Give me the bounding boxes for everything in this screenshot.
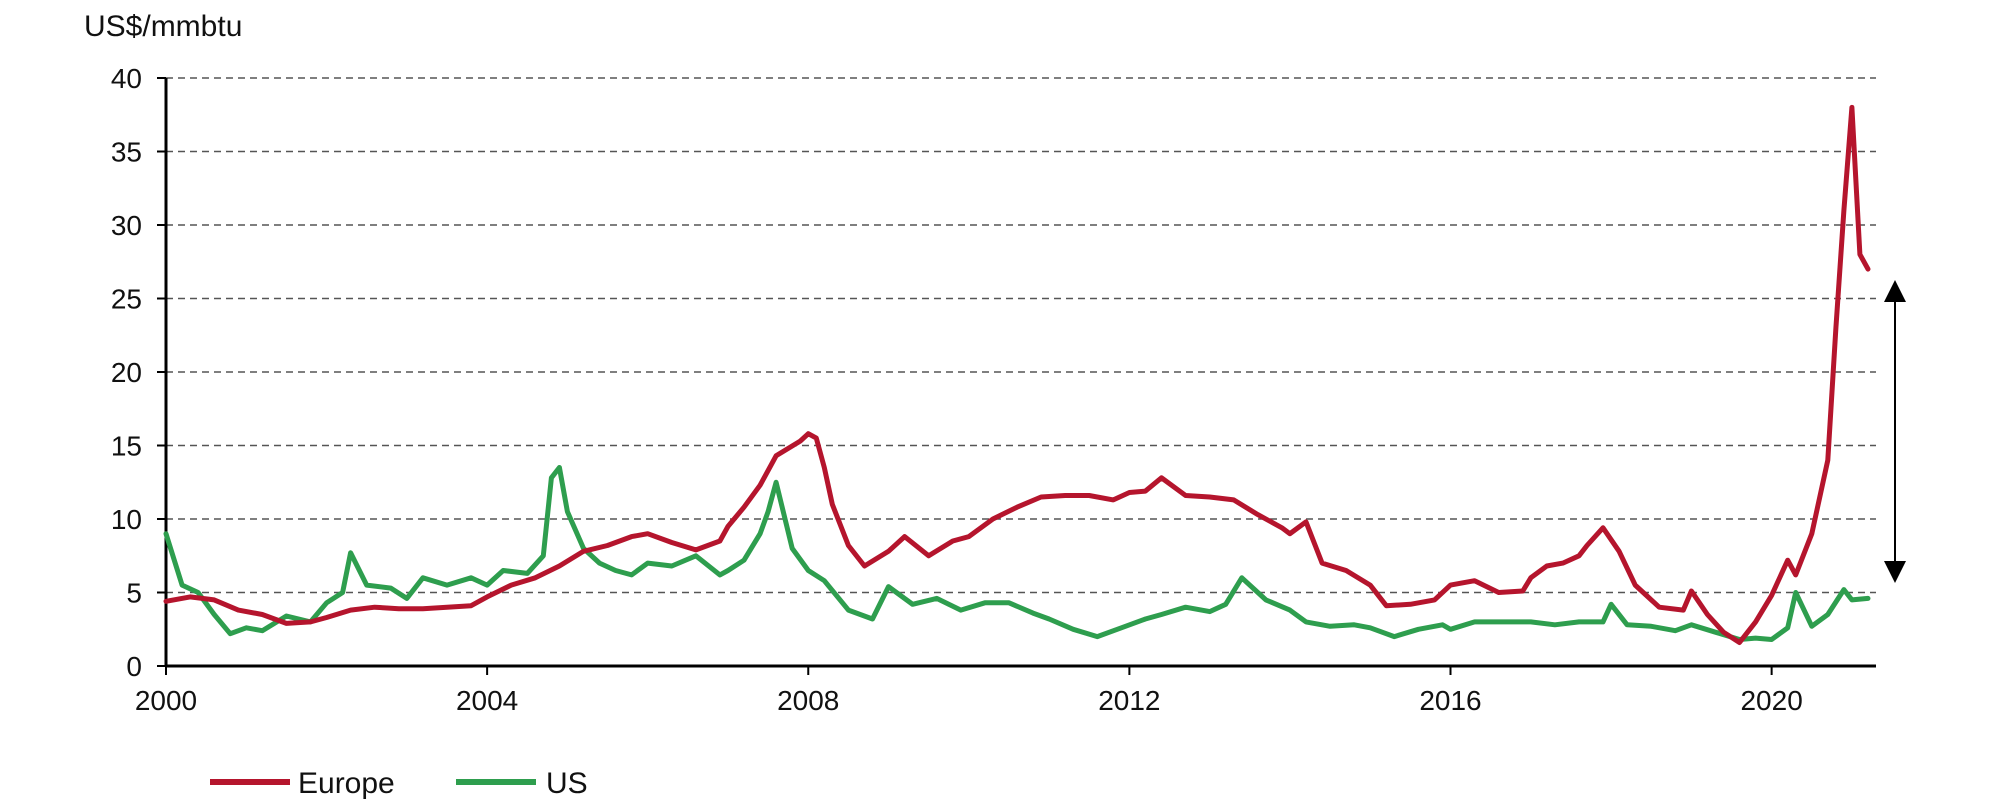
range-arrow-head-up (1884, 280, 1906, 302)
series-line-europe (163, 104, 1871, 645)
y-tick-label-35: 35 (111, 137, 142, 168)
y-tick-label-30: 30 (111, 210, 142, 241)
series-line-us (163, 465, 1871, 642)
x-tick-label-2008: 2008 (777, 685, 839, 716)
x-tick-label-2016: 2016 (1419, 685, 1481, 716)
series-lines (163, 104, 1871, 645)
y-tick-label-20: 20 (111, 357, 142, 388)
legend-label-us: US (546, 767, 588, 800)
x-tick-label-2004: 2004 (456, 685, 518, 716)
legend: Europe US (210, 767, 588, 800)
y-tick-label-5: 5 (126, 578, 142, 609)
y-tick-label-40: 40 (111, 63, 142, 94)
x-tick-label-2000: 2000 (135, 685, 197, 716)
x-axis-ticks: 2000 2004 2008 2012 2016 2020 (135, 666, 1803, 716)
y-tick-label-15: 15 (111, 431, 142, 462)
x-tick-label-2012: 2012 (1098, 685, 1160, 716)
y-tick-label-10: 10 (111, 504, 142, 535)
gridlines (166, 77, 1876, 594)
legend-label-europe: Europe (298, 767, 395, 800)
x-tick-label-2020: 2020 (1740, 685, 1802, 716)
y-axis-ticks: 0 5 10 15 20 25 30 35 40 (111, 63, 166, 682)
y-tick-label-25: 25 (111, 284, 142, 315)
y-axis-unit-label: US$/mmbtu (84, 10, 242, 43)
range-arrow-head-down (1884, 561, 1906, 583)
range-arrow-annotation (1884, 280, 1906, 583)
y-tick-label-0: 0 (126, 651, 142, 682)
